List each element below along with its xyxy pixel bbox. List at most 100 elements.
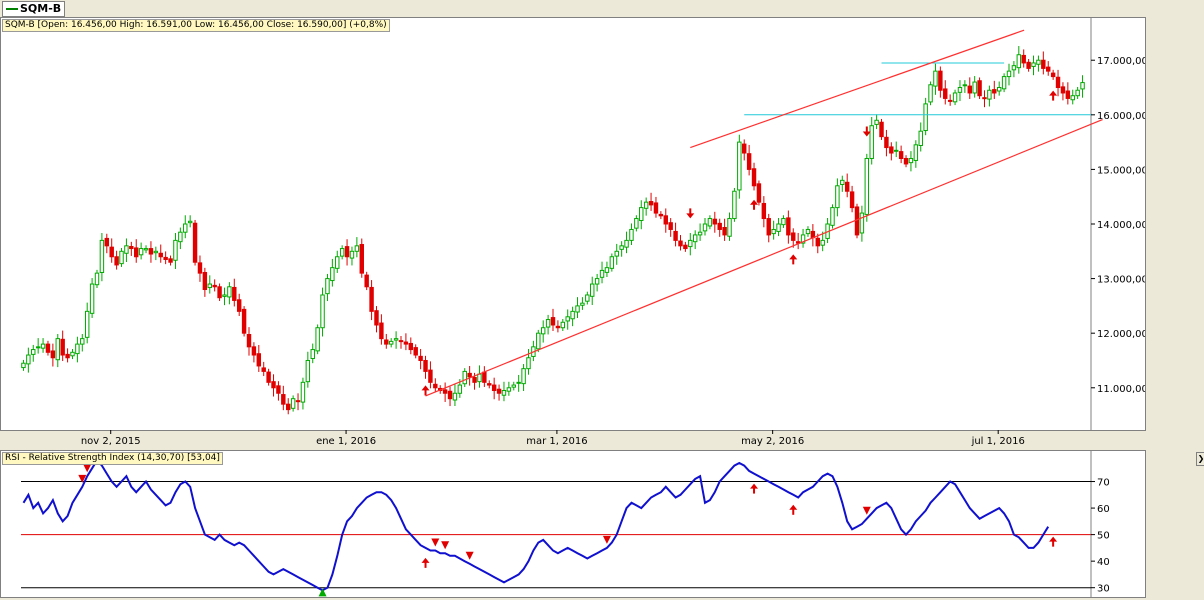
candle [894, 141, 899, 158]
candle-body-down [168, 258, 173, 263]
rsi-overbought-marker [441, 541, 450, 550]
candle-body-down [722, 226, 727, 236]
candle [516, 374, 521, 392]
candle [227, 282, 232, 305]
candle [776, 217, 781, 237]
candle [521, 364, 526, 392]
candle-body-up [702, 223, 708, 232]
candle [393, 331, 399, 349]
candle-body-down [717, 222, 722, 230]
expand-icon[interactable]: ❯ [1196, 452, 1204, 466]
candle [286, 398, 291, 415]
candle [138, 242, 144, 260]
candle-body-up [178, 231, 183, 243]
candle-body-up [707, 218, 713, 227]
candle-body-up [31, 349, 36, 355]
candle-body-up [516, 381, 521, 384]
candle-body-down [428, 369, 433, 383]
candle-body-down [276, 385, 281, 394]
candle [732, 187, 737, 222]
candle-body-down [364, 274, 369, 288]
candle-body-down [943, 88, 948, 99]
rsi-tick-label: 70 [1097, 478, 1110, 489]
candle-body-down [403, 341, 409, 345]
candle-body-up [526, 357, 531, 370]
candle-body-up [590, 283, 595, 297]
candle [795, 232, 801, 250]
candle [781, 215, 786, 228]
candle [570, 306, 575, 327]
candle [153, 246, 159, 261]
candle [388, 338, 394, 348]
rsi-panel: 30 40 50 60 70 [0, 450, 1146, 598]
candle-body-up [143, 248, 149, 251]
series-color-swatch [6, 8, 18, 10]
candle-body-up [800, 234, 806, 244]
candle [109, 238, 114, 263]
candle-body-down [683, 244, 688, 250]
candle [143, 245, 149, 254]
rsi-chart[interactable]: 30 40 50 60 70 [1, 451, 1145, 597]
candle-body-down [653, 202, 659, 214]
candle [869, 116, 874, 165]
candle [560, 318, 566, 332]
candle [928, 81, 933, 106]
arrow-head [421, 557, 430, 563]
candle [663, 208, 668, 233]
candle-body-down [261, 367, 266, 372]
candle-body-up [1016, 54, 1022, 69]
rsi-overbought-marker [862, 506, 871, 515]
candle [423, 355, 428, 379]
candle-body-up [330, 267, 335, 282]
candle [840, 175, 845, 192]
candle-body-up [75, 343, 80, 355]
candle [241, 306, 247, 337]
candle [236, 293, 242, 316]
candle [1016, 46, 1022, 74]
candle [957, 80, 963, 102]
candle-body-up [771, 228, 776, 235]
candle-body-down [217, 286, 222, 299]
rsi-signal-up-arrow [1049, 536, 1058, 547]
rsi-overbought-marker [602, 535, 611, 544]
candle-body-up [859, 212, 865, 234]
candle [923, 97, 928, 136]
signal-up-arrow [750, 199, 759, 210]
candle-body-up [477, 373, 482, 383]
candle-body-down [413, 347, 418, 356]
candle-body-up [35, 346, 41, 349]
candle [31, 344, 36, 362]
candle-body-down [472, 377, 477, 383]
candle-body-up [928, 84, 933, 103]
candle [737, 134, 742, 199]
candle-body-up [692, 234, 698, 243]
candle-body-up [830, 207, 835, 226]
candle [825, 217, 830, 244]
candle [384, 333, 389, 349]
candle-body-down [369, 286, 374, 312]
candle-body-down [212, 284, 217, 288]
candle [496, 384, 502, 401]
candle-body-up [629, 228, 634, 241]
candle [967, 77, 972, 99]
candle-body-down [815, 237, 820, 247]
candle-body-up [570, 310, 575, 320]
candle [354, 237, 360, 258]
candle-body-up [153, 250, 159, 254]
series-tab[interactable]: SQM-B [2, 1, 66, 17]
candle-body-down [879, 121, 884, 138]
price-chart[interactable]: 11.000,00 12.000,00 13.000,00 14.000,00 15.0… [1, 18, 1148, 430]
candle [884, 129, 889, 157]
candle [506, 381, 512, 396]
candle [702, 217, 708, 236]
candle [947, 94, 953, 106]
candle-body-down [742, 143, 747, 154]
candle-body-up [290, 398, 296, 409]
candle [938, 66, 943, 98]
candle [629, 223, 634, 246]
candle-body-down [114, 256, 119, 266]
candle-body-up [506, 387, 512, 392]
candle-body-up [173, 239, 178, 261]
candle [379, 314, 384, 345]
candle [992, 80, 997, 99]
